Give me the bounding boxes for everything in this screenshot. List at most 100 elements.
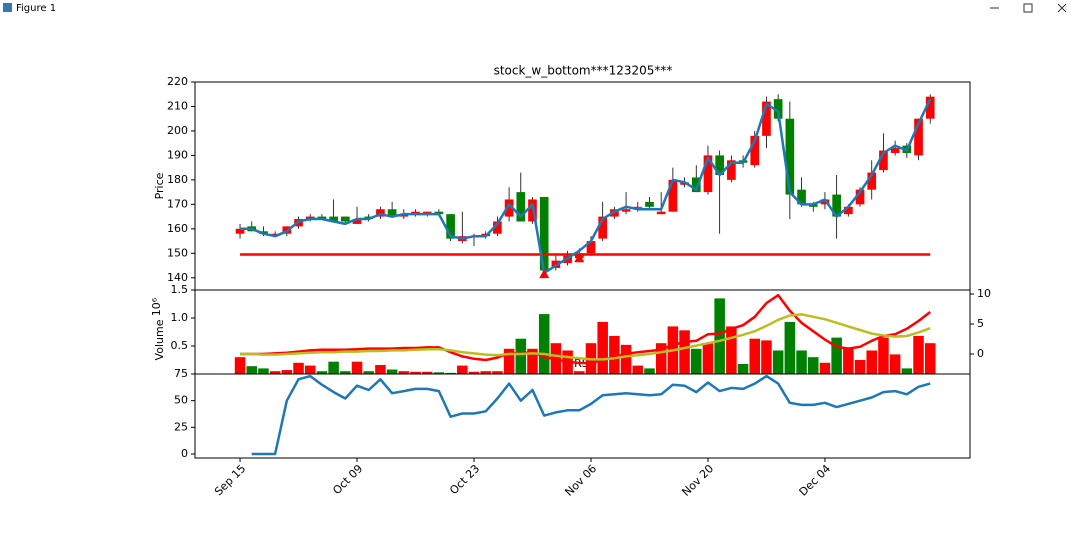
volume-bar: [538, 314, 550, 374]
candle-body: [598, 216, 608, 239]
candle-body: [844, 206, 853, 215]
window-title: Figure 1: [16, 3, 56, 14]
signal-marker: [574, 253, 585, 263]
volume-bar: [866, 350, 877, 374]
volume-bar: [655, 343, 667, 374]
volume-bar: [328, 361, 339, 374]
candle-body: [340, 216, 350, 222]
line: [240, 313, 931, 361]
volume-bar: [702, 343, 714, 374]
line: [240, 98, 932, 275]
y-tick-label: 25: [174, 420, 188, 433]
y-axis-label: Price: [153, 172, 166, 199]
volume-bar: [609, 335, 620, 374]
volume-bar: [597, 321, 608, 374]
volume-bar: [784, 321, 796, 374]
y-tick-label: 75: [174, 367, 188, 380]
candle-body: [387, 209, 397, 217]
y-tick-label: 210: [167, 99, 188, 112]
volume-bar: [351, 361, 363, 374]
x-tick-label: Oct 09: [330, 462, 365, 497]
volume-bar: [913, 335, 924, 374]
volume-bar: [691, 348, 702, 374]
candle-body: [750, 135, 760, 166]
volume-bar: [726, 326, 737, 374]
volume-bar: [293, 362, 304, 374]
candle-body: [703, 155, 713, 193]
candle-body: [890, 148, 900, 153]
volume-bar: [843, 348, 854, 374]
volume-bar: [878, 337, 889, 374]
volume-bar: [480, 371, 491, 374]
x-tick-label: Nov 06: [562, 462, 599, 499]
x-tick-label: Nov 20: [679, 462, 716, 499]
volume-bar: [398, 371, 410, 374]
maximize-button[interactable]: [1023, 3, 1033, 13]
axes-frame: [194, 373, 971, 459]
candle-body: [785, 118, 795, 195]
candle-body: [539, 197, 549, 271]
volume-bar: [258, 368, 269, 374]
candle-body: [645, 201, 654, 207]
volume-bar: [644, 368, 655, 374]
candle-body: [633, 206, 643, 208]
candle-body: [914, 118, 923, 156]
volume-bar: [503, 348, 515, 374]
volume-bar: [620, 344, 632, 374]
y-tick-label: 5: [977, 317, 984, 330]
volume-bar: [807, 357, 819, 374]
volume-bar: [468, 371, 480, 374]
volume-bar: [749, 338, 761, 374]
candle-body: [797, 189, 806, 205]
y-tick-label: 1.5: [171, 283, 189, 296]
volume-bar: [304, 365, 316, 374]
chart-title: stock_w_bottom***123205***: [494, 64, 673, 78]
candle-body: [656, 211, 666, 215]
y-tick-label: 140: [167, 271, 188, 284]
volume-bar: [410, 371, 421, 374]
candle-body: [235, 228, 245, 234]
line: [240, 293, 931, 365]
candle-body: [493, 221, 502, 234]
close-button[interactable]: [1057, 3, 1067, 13]
line: [251, 374, 931, 456]
candle-body: [715, 155, 724, 175]
candle-body: [329, 216, 338, 222]
volume-bar: [632, 365, 644, 374]
volume-bar: [269, 371, 281, 374]
volume-bar: [316, 371, 328, 374]
volume-bar: [527, 348, 538, 374]
volume-bar: [737, 363, 749, 374]
volume-bar: [457, 365, 468, 374]
y-tick-label: 190: [167, 148, 188, 161]
volume-bar: [924, 343, 936, 374]
signal-marker: [539, 269, 550, 279]
volume-bar: [796, 350, 807, 374]
candle-body: [516, 192, 526, 222]
y-tick-label: 200: [167, 124, 188, 137]
volume-bar: [831, 337, 842, 374]
volume-bar: [246, 366, 257, 374]
candle-body: [762, 101, 771, 136]
candle-body: [352, 219, 362, 224]
volume-bar: [889, 354, 901, 374]
volume-bar: [421, 371, 433, 374]
candle-body: [879, 150, 888, 171]
y-tick-label: 170: [167, 197, 188, 210]
y-tick-label: 0: [977, 347, 984, 360]
axes-frame: [194, 81, 971, 291]
candle-body: [867, 172, 877, 190]
volume-bar: [234, 357, 246, 374]
volume-bar: [386, 369, 398, 374]
volume-bar: [492, 371, 503, 374]
volume-bar: [819, 362, 831, 374]
x-tick-label: Oct 23: [447, 462, 482, 497]
volume-bar: [281, 370, 293, 374]
y-tick-label: 0.5: [171, 339, 189, 352]
y-tick-label: 0: [181, 447, 188, 460]
app-icon: [3, 3, 12, 12]
volume-bar: [375, 365, 386, 374]
y-tick-label: 50: [174, 394, 188, 407]
volume-bar: [772, 350, 784, 374]
volume-bar: [515, 338, 527, 374]
